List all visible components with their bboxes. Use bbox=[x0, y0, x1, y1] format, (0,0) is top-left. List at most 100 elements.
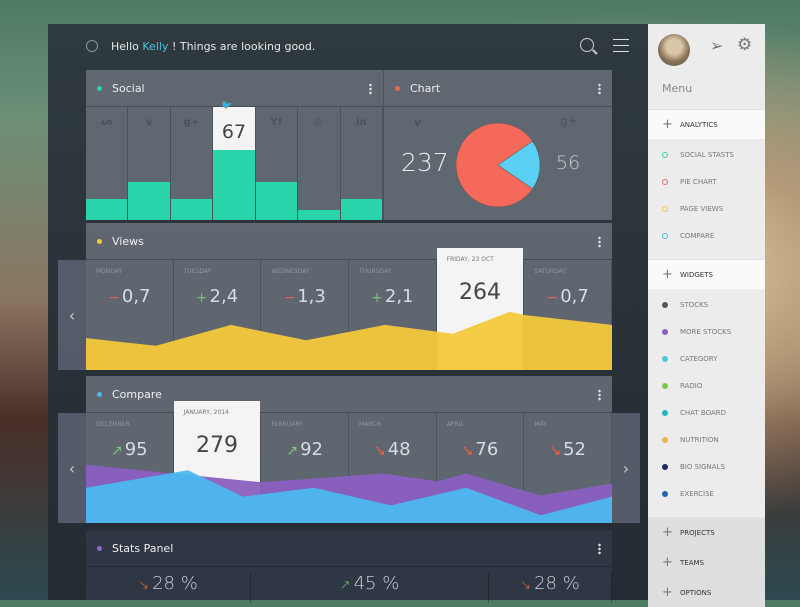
sidebar-item-radio[interactable]: RADIO bbox=[648, 372, 765, 399]
social-bar bbox=[86, 199, 128, 220]
social-column[interactable]: g+ bbox=[170, 107, 214, 220]
item-label: PIE CHART bbox=[680, 177, 717, 186]
bullet-icon bbox=[662, 436, 668, 443]
sidebar-item-pie-chart[interactable]: PIE CHART bbox=[648, 168, 765, 195]
hamburger-menu-icon[interactable] bbox=[613, 39, 629, 52]
views-number: 1,3 bbox=[297, 286, 326, 307]
top-bar: Hello Kelly ! Things are looking good. bbox=[48, 24, 648, 70]
section-label: TEAMS bbox=[680, 558, 704, 567]
compare-column[interactable]: MAY ↘ 52 bbox=[524, 413, 612, 523]
views-column[interactable]: SATURDAY −0,7 bbox=[524, 260, 612, 370]
dribbble-icon: ◎ bbox=[314, 117, 324, 128]
sidebar-section-widgets[interactable]: + WIDGETS bbox=[648, 259, 765, 289]
google-plus-icon: g+ bbox=[183, 117, 200, 128]
social-column[interactable]: in bbox=[340, 107, 383, 220]
compare-trend-arrow-icon: ↘ bbox=[549, 443, 562, 459]
sidebar-item-nutrition[interactable]: NUTRITION bbox=[648, 426, 765, 453]
avatar[interactable] bbox=[658, 34, 690, 66]
compare-column[interactable]: MARCH ↘ 48 bbox=[349, 413, 437, 523]
gear-icon[interactable]: ⚙ bbox=[737, 35, 753, 55]
clock-icon bbox=[86, 40, 98, 52]
views-label: WEDNESDAY bbox=[271, 268, 310, 275]
views-value: −1,3 bbox=[261, 286, 348, 307]
views-label: TUESDAY bbox=[183, 268, 212, 275]
plus-icon: + bbox=[662, 117, 673, 132]
section-label: PROJECTS bbox=[680, 528, 715, 537]
compare-column[interactable]: FEBRUARY ↗ 92 bbox=[261, 413, 349, 523]
sidebar-item-exercise[interactable]: EXERCISE bbox=[648, 480, 765, 507]
vimeo-icon: v bbox=[145, 117, 153, 128]
compare-number: 52 bbox=[563, 439, 586, 460]
send-icon[interactable]: ➢ bbox=[710, 36, 724, 55]
social-column[interactable]: 🐦 67 bbox=[213, 101, 256, 220]
views-value: +2,4 bbox=[174, 286, 261, 307]
social-title: Social bbox=[112, 82, 145, 95]
plus-icon: + bbox=[662, 585, 673, 600]
sidebar-section-options[interactable]: + OPTIONS bbox=[648, 577, 765, 607]
sidebar-item-social-stasts[interactable]: SOCIAL STASTS bbox=[648, 141, 765, 168]
sidebar-item-bio-signals[interactable]: BIO SIGNALS bbox=[648, 453, 765, 480]
sidebar-item-more-stocks[interactable]: MORE STOCKS bbox=[648, 318, 765, 345]
compare-dot bbox=[97, 392, 102, 397]
stats-more-icon[interactable] bbox=[598, 543, 601, 555]
compare-more-icon[interactable] bbox=[598, 389, 601, 401]
compare-next-arrow[interactable]: › bbox=[612, 413, 640, 523]
sidebar-item-page-views[interactable]: PAGE VIEWS bbox=[648, 195, 765, 222]
views-column[interactable]: WEDNESDAY −1,3 bbox=[261, 260, 349, 370]
sidebar-item-stocks[interactable]: STOCKS bbox=[648, 291, 765, 318]
sidebar-item-compare[interactable]: COMPARE bbox=[648, 222, 765, 249]
item-label: STOCKS bbox=[680, 300, 709, 309]
social-column[interactable]: ◎ bbox=[298, 107, 341, 220]
views-sign: − bbox=[283, 290, 296, 306]
compare-trend-arrow-icon: ↘ bbox=[374, 443, 386, 459]
bullet-icon bbox=[662, 328, 668, 335]
views-label: SATURDAY bbox=[534, 268, 566, 275]
compare-prev-arrow[interactable]: ‹ bbox=[58, 413, 86, 523]
compare-label: APRIL bbox=[446, 421, 464, 428]
compare-label: FEBRUARY bbox=[271, 421, 303, 428]
social-column[interactable]: Y! bbox=[255, 107, 299, 220]
chart-more-icon[interactable] bbox=[598, 83, 601, 95]
sidebar-section-analytics[interactable]: + ANALYTICS bbox=[648, 109, 765, 139]
social-column[interactable]: ᔕ bbox=[86, 107, 129, 220]
item-label: MORE STOCKS bbox=[680, 327, 732, 336]
views-column[interactable]: MONDAY −0,7 bbox=[86, 260, 174, 370]
bullet-icon bbox=[662, 301, 668, 308]
compare-column[interactable]: JANUARY, 2014 279 bbox=[173, 401, 262, 523]
social-more-icon[interactable] bbox=[369, 83, 372, 95]
bullet-icon bbox=[662, 409, 668, 416]
search-icon[interactable] bbox=[580, 38, 594, 52]
social-column[interactable]: v bbox=[128, 107, 171, 220]
sidebar-item-chat-board[interactable]: CHAT BOARD bbox=[648, 399, 765, 426]
sidebar-section-projects[interactable]: + PROJECTS bbox=[648, 517, 765, 547]
compare-column[interactable]: DECEMBER ↗ 95 bbox=[86, 413, 174, 523]
chart-dot bbox=[395, 86, 400, 91]
stats-dot bbox=[97, 546, 102, 551]
bullet-icon bbox=[662, 232, 668, 239]
views-column[interactable]: THURSDAY +2,1 bbox=[349, 260, 437, 370]
stat-value: 28 % bbox=[534, 573, 580, 594]
item-label: COMPARE bbox=[680, 231, 715, 240]
user-name[interactable]: Kelly bbox=[142, 40, 169, 53]
compare-trend-arrow-icon: ↗ bbox=[111, 443, 123, 459]
views-more-icon[interactable] bbox=[598, 236, 601, 248]
stats-header: Stats Panel bbox=[86, 530, 612, 567]
stats-card: Stats Panel ↘ 28 % ↗ 45 % ↘ 28 % bbox=[86, 530, 612, 603]
views-prev-arrow[interactable]: ‹ bbox=[58, 260, 86, 370]
vimeo-icon: v bbox=[414, 116, 422, 129]
chart-header: Chart bbox=[384, 70, 612, 107]
views-label: MONDAY bbox=[96, 268, 123, 275]
google-plus-value: 56 bbox=[556, 152, 581, 174]
sidebar-item-category[interactable]: CATEGORY bbox=[648, 345, 765, 372]
compare-label: MAY bbox=[534, 421, 547, 428]
sidebar-section-teams[interactable]: + TEAMS bbox=[648, 547, 765, 577]
compare-number: 48 bbox=[387, 439, 411, 460]
views-number: 0,7 bbox=[560, 286, 589, 307]
compare-column[interactable]: APRIL ↘ 76 bbox=[437, 413, 525, 523]
views-column[interactable]: FRIDAY, 23 OCT 264 bbox=[436, 248, 525, 370]
views-sign: − bbox=[108, 290, 120, 306]
views-value: +2,1 bbox=[349, 286, 436, 307]
views-column[interactable]: TUESDAY +2,4 bbox=[174, 260, 262, 370]
social-value: 67 bbox=[221, 121, 247, 143]
views-label: THURSDAY bbox=[359, 268, 392, 275]
